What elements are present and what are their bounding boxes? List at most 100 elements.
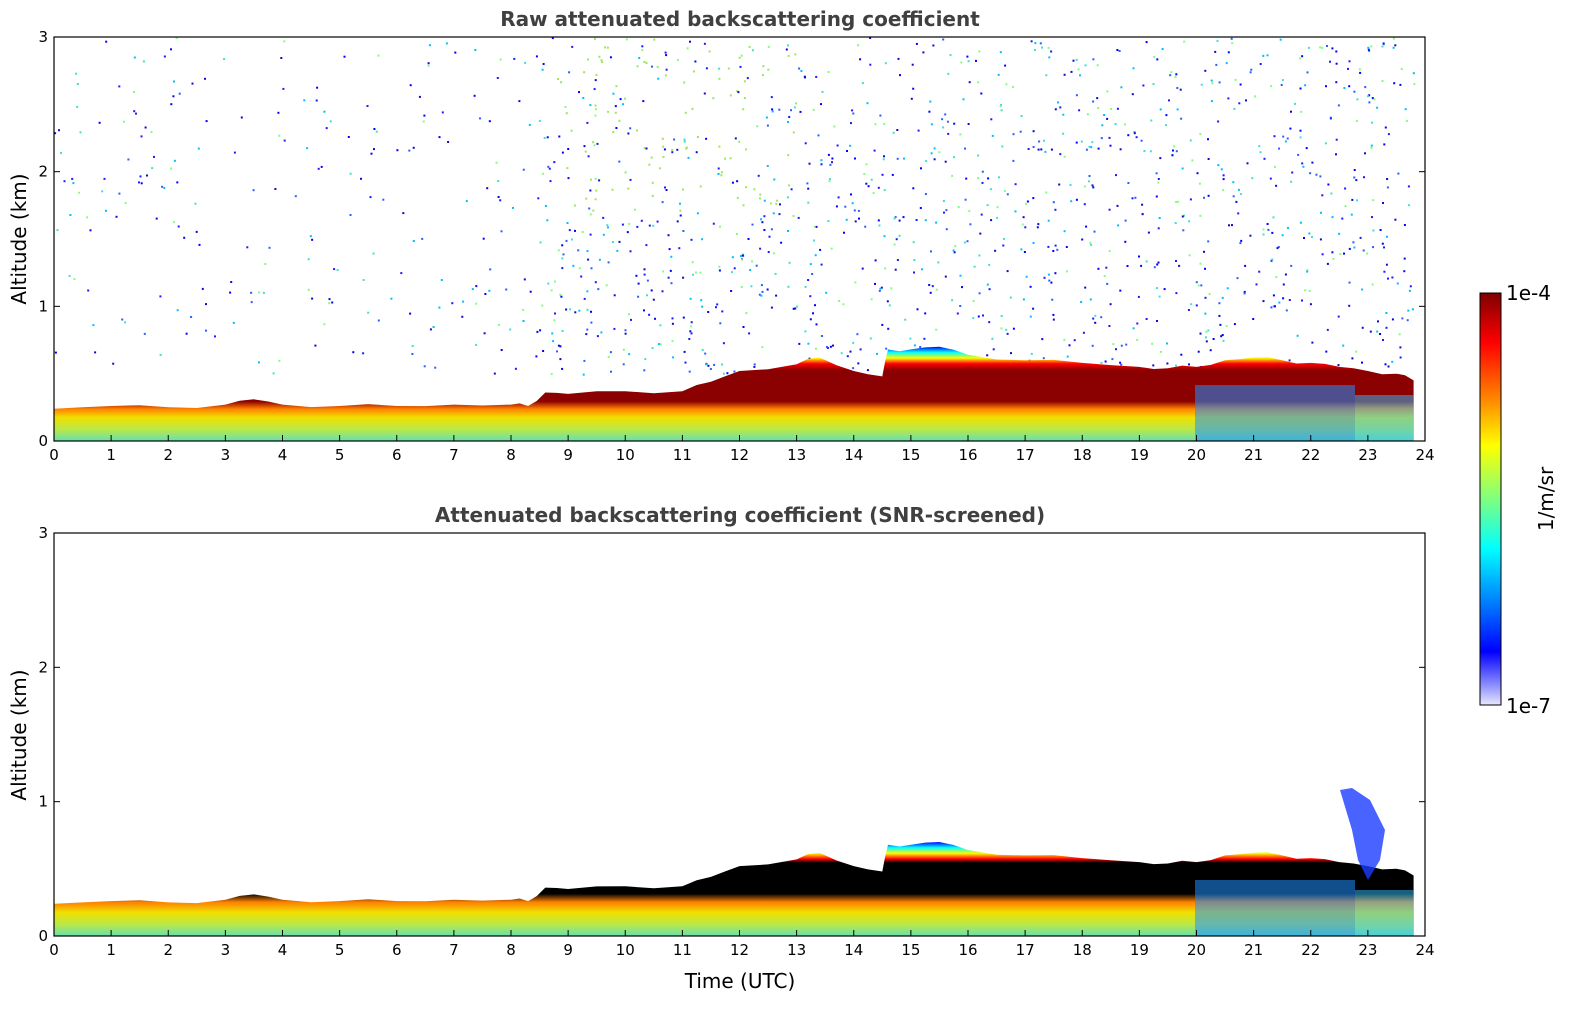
- noise-speck: [883, 123, 886, 126]
- noise-speck: [607, 261, 610, 264]
- noise-speck: [103, 177, 106, 180]
- noise-speck: [1073, 339, 1076, 342]
- noise-speck: [730, 290, 733, 292]
- noise-speck: [1014, 183, 1017, 186]
- noise-speck: [636, 65, 639, 68]
- noise-speck: [1233, 323, 1236, 326]
- noise-speck: [982, 314, 984, 317]
- noise-speck: [646, 294, 648, 297]
- noise-speck: [1376, 106, 1379, 109]
- noise-speck: [972, 300, 975, 302]
- noise-speck: [851, 202, 854, 205]
- noise-speck: [613, 294, 616, 297]
- noise-speck: [513, 57, 516, 60]
- noise-speck: [529, 290, 532, 293]
- noise-speck: [1198, 182, 1201, 185]
- noise-speck: [1278, 301, 1281, 304]
- noise-speck: [1408, 289, 1411, 292]
- noise-speck: [1089, 298, 1092, 301]
- panel-raw-x-tick-label: 8: [506, 446, 516, 464]
- noise-speck: [766, 124, 769, 127]
- noise-speck: [814, 304, 816, 307]
- noise-speck: [736, 196, 739, 199]
- noise-speck: [817, 134, 820, 137]
- noise-speck: [278, 359, 281, 362]
- noise-speck: [664, 74, 667, 77]
- noise-speck: [550, 289, 553, 292]
- noise-speck: [996, 216, 999, 219]
- noise-speck: [1054, 108, 1057, 111]
- noise-speck: [1382, 339, 1384, 341]
- noise-speck: [1077, 68, 1080, 71]
- noise-speck: [133, 91, 135, 93]
- noise-speck: [790, 109, 792, 112]
- noise-speck: [734, 137, 737, 140]
- noise-speck: [595, 189, 598, 192]
- noise-speck: [1400, 68, 1403, 70]
- noise-speck: [1339, 253, 1342, 255]
- panel-raw-x-tick-label: 12: [730, 446, 749, 464]
- noise-speck: [1299, 136, 1302, 139]
- noise-speck: [1032, 307, 1035, 310]
- noise-speck: [559, 293, 562, 296]
- noise-speck: [554, 280, 556, 283]
- noise-speck: [864, 225, 867, 228]
- noise-speck: [778, 108, 781, 111]
- noise-speck: [190, 316, 193, 318]
- noise-speck: [1134, 196, 1137, 199]
- noise-speck: [622, 348, 625, 351]
- noise-speck: [742, 326, 745, 328]
- noise-speck: [830, 247, 833, 250]
- noise-speck: [607, 226, 609, 229]
- noise-speck: [1236, 277, 1239, 280]
- noise-speck: [1057, 101, 1059, 104]
- noise-speck: [204, 77, 206, 80]
- noise-speck: [944, 275, 947, 278]
- noise-speck: [1079, 74, 1081, 77]
- noise-speck: [849, 350, 852, 353]
- noise-speck: [409, 84, 412, 87]
- noise-speck: [546, 136, 549, 139]
- noise-speck: [952, 249, 955, 252]
- noise-speck: [1188, 220, 1191, 223]
- noise-speck: [671, 151, 674, 154]
- noise-speck: [586, 290, 589, 293]
- noise-speck: [1207, 240, 1210, 243]
- noise-speck: [1137, 295, 1140, 298]
- noise-speck: [1159, 108, 1162, 111]
- noise-speck: [272, 372, 275, 375]
- noise-speck: [1366, 252, 1369, 255]
- noise-speck: [1386, 235, 1388, 238]
- noise-speck: [1143, 150, 1146, 152]
- noise-speck: [594, 104, 597, 107]
- noise-speck: [541, 304, 544, 307]
- noise-speck: [809, 318, 812, 321]
- noise-speck: [76, 105, 79, 108]
- noise-speck: [402, 212, 405, 215]
- noise-speck: [652, 224, 655, 227]
- noise-speck: [1108, 325, 1111, 327]
- noise-speck: [142, 60, 145, 63]
- noise-speck: [813, 225, 816, 228]
- panel-raw-y-tick-label: 3: [38, 28, 48, 46]
- noise-speck: [813, 239, 815, 242]
- noise-speck: [612, 92, 615, 95]
- noise-speck: [616, 249, 619, 252]
- noise-speck: [727, 67, 730, 70]
- noise-speck: [755, 264, 758, 267]
- noise-speck: [786, 44, 789, 47]
- noise-speck: [870, 178, 873, 181]
- noise-speck: [323, 110, 326, 113]
- noise-speck: [1117, 224, 1120, 227]
- noise-speck: [611, 241, 614, 243]
- noise-speck: [1091, 141, 1094, 144]
- noise-speck: [690, 238, 693, 241]
- noise-speck: [1214, 50, 1217, 53]
- noise-speck: [1093, 230, 1096, 233]
- noise-speck: [745, 148, 747, 151]
- noise-speck: [767, 251, 770, 253]
- noise-speck: [682, 230, 685, 232]
- noise-speck: [557, 249, 560, 252]
- noise-speck: [412, 146, 415, 149]
- noise-speck: [750, 285, 753, 288]
